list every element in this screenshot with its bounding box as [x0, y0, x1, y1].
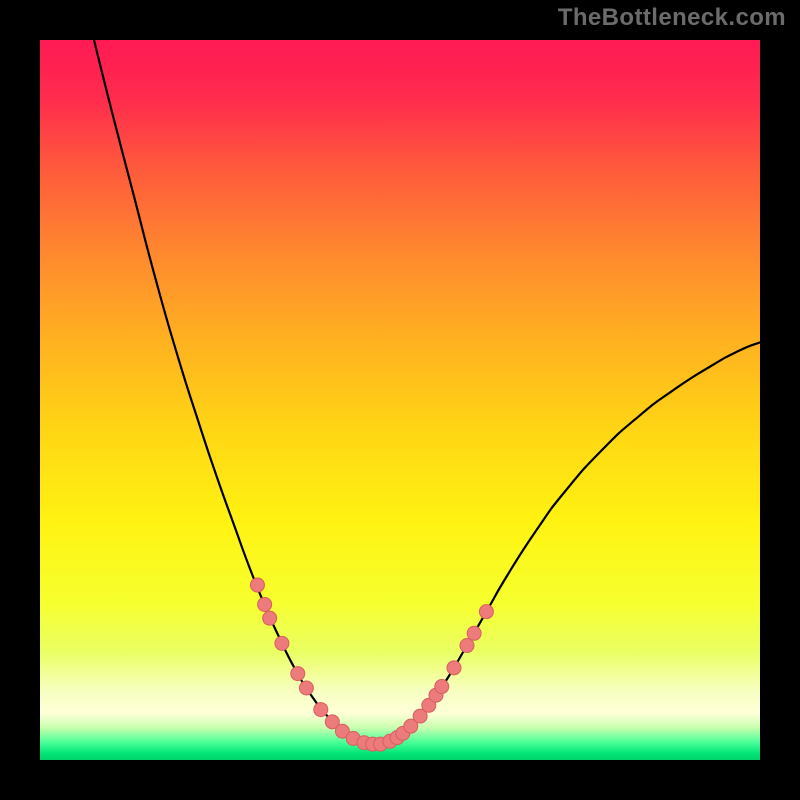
- marker-point: [250, 578, 264, 592]
- chart-container: TheBottleneck.com: [0, 0, 800, 800]
- marker-point: [299, 681, 313, 695]
- plot-area: [40, 40, 760, 760]
- marker-point: [258, 597, 272, 611]
- watermark-text: TheBottleneck.com: [558, 4, 786, 32]
- marker-point: [460, 639, 474, 653]
- marker-point: [467, 626, 481, 640]
- marker-point: [263, 611, 277, 625]
- marker-point: [314, 703, 328, 717]
- marker-point: [275, 636, 289, 650]
- marker-point: [479, 605, 493, 619]
- marker-point: [291, 667, 305, 681]
- plot-svg: [0, 0, 800, 800]
- marker-point: [447, 661, 461, 675]
- marker-point: [435, 680, 449, 694]
